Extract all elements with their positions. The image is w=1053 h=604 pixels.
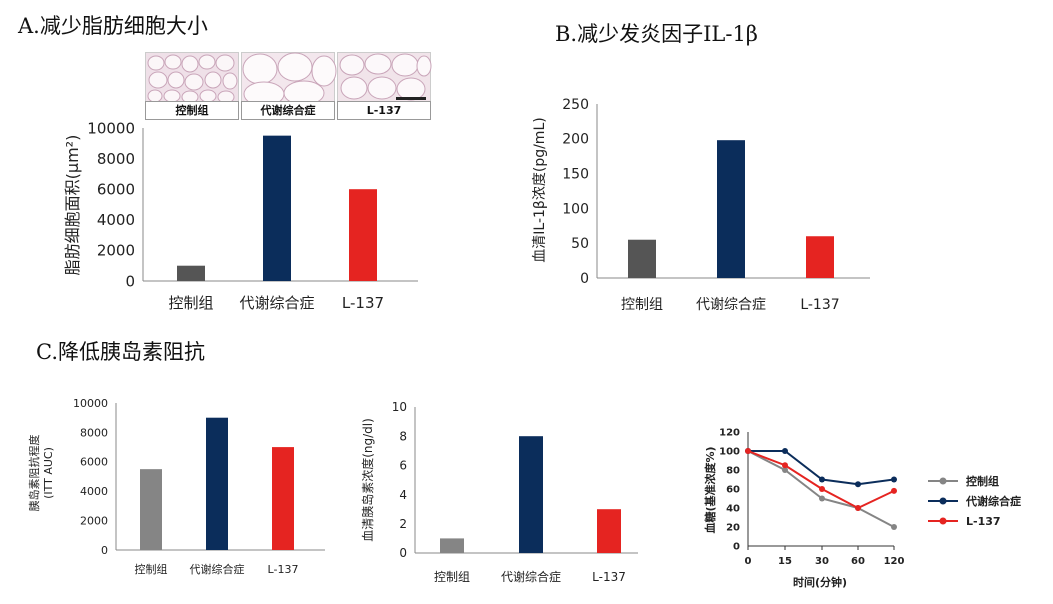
y-axis-label: 血清胰岛素浓度(ng/dl) xyxy=(360,418,375,542)
data-point-control xyxy=(782,467,788,473)
y-tick-label: 120 xyxy=(719,428,740,439)
x-tick-label: L-137 xyxy=(268,563,299,576)
y-tick-label: 100 xyxy=(562,201,589,217)
y-tick-label: 200 xyxy=(562,132,589,148)
x-tick-label: 代谢综合症 xyxy=(501,569,561,584)
y-tick-label: 2000 xyxy=(97,242,135,260)
bar-metabolic xyxy=(263,135,291,281)
x-tick-label: 60 xyxy=(851,556,865,567)
data-point-metabolic xyxy=(855,481,861,488)
legend-marker-l137 xyxy=(939,517,947,525)
bar-metabolic xyxy=(717,140,745,278)
legend-label-metabolic: 代谢综合症 xyxy=(965,494,1021,508)
y-tick-label: 10000 xyxy=(87,119,135,137)
y-tick-label: 2000 xyxy=(80,514,108,527)
y-axis-label: 血糖(基准浓度%) xyxy=(703,446,717,533)
x-tick-label: 控制组 xyxy=(434,570,470,584)
x-tick-label: 控制组 xyxy=(135,562,168,576)
y-tick-label: 8000 xyxy=(97,150,135,168)
data-point-l137 xyxy=(855,505,861,511)
section-title-a: A.减少脂肪细胞大小 xyxy=(18,14,208,38)
x-tick-label: 30 xyxy=(815,556,829,567)
legend-marker-metabolic xyxy=(939,497,947,505)
x-tick-label: 控制组 xyxy=(621,297,663,313)
y-tick-label: 4000 xyxy=(97,211,135,229)
y-tick-label: 0 xyxy=(399,546,407,560)
y-tick-label: 40 xyxy=(726,504,740,515)
y-tick-label: 50 xyxy=(571,236,589,252)
bar-control xyxy=(140,469,162,550)
y-tick-label: 6000 xyxy=(80,456,108,469)
x-tick-label: L-137 xyxy=(592,570,626,584)
y-tick-label: 4000 xyxy=(80,485,108,498)
legend-label-control: 控制组 xyxy=(966,474,999,488)
y-tick-label: 6000 xyxy=(97,180,135,198)
bar-metabolic xyxy=(519,436,543,553)
x-tick-label: L-137 xyxy=(800,297,839,313)
bar-l137 xyxy=(806,236,834,278)
x-tick-label: 代谢综合症 xyxy=(696,297,766,313)
y-tick-label: 8 xyxy=(399,429,407,443)
y-tick-label: 4 xyxy=(399,488,407,502)
micro-image-l137 xyxy=(337,52,432,102)
micro-image-control xyxy=(145,52,239,104)
y-axis-label: 血清IL-1β浓度(pg/mL) xyxy=(532,117,548,262)
y-tick-label: 250 xyxy=(562,97,589,113)
bar-l137 xyxy=(597,509,621,553)
y-tick-label: 150 xyxy=(562,167,589,183)
data-point-metabolic xyxy=(782,448,788,454)
y-tick-label: 0 xyxy=(101,544,108,557)
y-tick-label: 0 xyxy=(125,272,135,290)
section-title-b: B.减少发炎因子IL-1β xyxy=(555,22,758,46)
y-tick-label: 80 xyxy=(726,466,740,477)
y-tick-label: 20 xyxy=(726,523,740,534)
x-tick-label: 120 xyxy=(884,556,905,567)
y-tick-label: 10 xyxy=(392,400,407,414)
y-tick-label: 8000 xyxy=(80,426,108,439)
x-tick-label: L-137 xyxy=(342,294,384,312)
data-point-l137 xyxy=(819,486,825,492)
legend-label-l137: L-137 xyxy=(966,515,1001,528)
bar-l137 xyxy=(349,189,377,281)
micro-label-control: 控制组 xyxy=(145,101,239,120)
x-tick-label: 代谢综合症 xyxy=(190,562,245,576)
section-title-c: C.降低胰岛素阻抗 xyxy=(36,340,205,364)
bar-control xyxy=(440,538,464,553)
micro-label-l137: L-137 xyxy=(337,101,431,120)
y-tick-label: 100 xyxy=(719,447,740,458)
y-axis-label: (ITT AUC) xyxy=(42,447,55,499)
data-point-metabolic xyxy=(891,476,897,483)
bar-control xyxy=(177,265,205,281)
legend-marker-control xyxy=(939,477,947,485)
data-point-control xyxy=(891,524,897,530)
y-tick-label: 0 xyxy=(580,271,589,287)
x-tick-label: 控制组 xyxy=(168,294,213,312)
x-tick-label: 0 xyxy=(745,556,752,567)
data-point-l137 xyxy=(745,448,751,454)
y-tick-label: 6 xyxy=(399,459,407,473)
data-point-control xyxy=(819,495,825,502)
data-point-l137 xyxy=(891,487,897,494)
x-tick-label: 代谢综合症 xyxy=(239,294,314,312)
bar-l137 xyxy=(272,447,294,550)
y-tick-label: 0 xyxy=(733,542,740,553)
bar-metabolic xyxy=(206,417,228,550)
y-tick-label: 60 xyxy=(726,485,740,496)
y-tick-label: 2 xyxy=(399,517,407,531)
y-tick-label: 10000 xyxy=(73,397,108,410)
bar-control xyxy=(628,239,656,278)
data-point-metabolic xyxy=(819,476,825,483)
micro-label-metabolic: 代谢综合症 xyxy=(241,101,335,120)
y-axis-label: 胰岛素阻抗程度 xyxy=(27,435,41,512)
x-axis-label: 时间(分钟) xyxy=(793,575,847,589)
data-point-l137 xyxy=(782,462,788,469)
y-axis-label: 脂肪细胞面积(μm²) xyxy=(63,135,82,276)
x-tick-label: 15 xyxy=(778,556,792,567)
